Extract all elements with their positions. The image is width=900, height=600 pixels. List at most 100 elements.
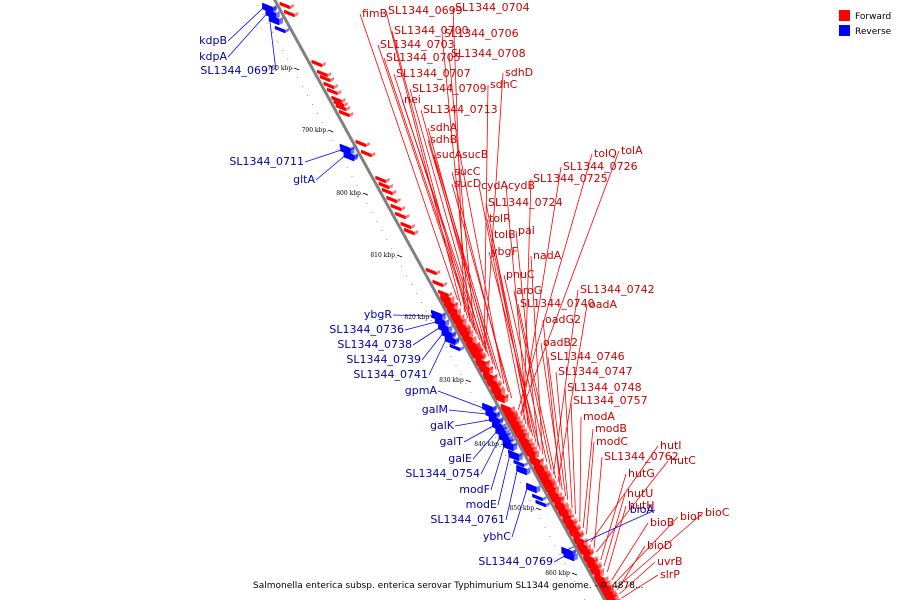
guide-dot xyxy=(415,293,417,294)
gene-label-modc: modC xyxy=(596,435,628,448)
guide-dot xyxy=(297,77,299,78)
gene-fwd-segment xyxy=(541,477,556,486)
gene-fwd-segment xyxy=(475,357,490,366)
leader-line xyxy=(515,230,539,447)
guide-dot xyxy=(401,266,403,267)
tick-mark xyxy=(294,67,300,71)
leader-line xyxy=(409,88,484,347)
leader-line xyxy=(503,274,548,463)
gene-label-succ: sucC xyxy=(454,165,481,178)
leader-line xyxy=(428,339,447,376)
leader-line xyxy=(497,455,510,506)
tick-mark xyxy=(430,316,437,320)
guide-dot xyxy=(465,383,467,384)
gene-fwd-segment xyxy=(563,517,578,526)
guide-dot xyxy=(326,131,328,132)
gene-fwd-segment xyxy=(403,227,419,236)
gene-rev-ybhc xyxy=(526,482,541,494)
gene-label-pal: pal xyxy=(518,224,535,237)
gene-fwd-segment xyxy=(432,279,447,288)
guide-dot xyxy=(391,248,393,249)
guide-dot xyxy=(480,410,482,411)
leader-line xyxy=(392,314,433,317)
leader-line xyxy=(227,7,264,42)
tick-mark xyxy=(396,254,403,258)
guide-dot xyxy=(475,401,477,402)
guide-dot xyxy=(544,527,546,528)
guide-dot xyxy=(356,185,358,186)
leader-line xyxy=(596,460,669,553)
tick-mark xyxy=(536,507,542,511)
gene-label-uvrb: uvrB xyxy=(657,555,683,568)
leader-line xyxy=(448,409,487,415)
leader-line xyxy=(488,251,541,451)
gene-rev-segment xyxy=(445,335,460,344)
leader-line xyxy=(523,178,532,421)
leader-line xyxy=(304,149,342,163)
gene-rev-segment xyxy=(513,459,528,468)
guide-dot xyxy=(406,275,407,276)
guide-dot xyxy=(440,338,442,339)
gene-label-fimb: fimB xyxy=(362,7,387,20)
guide-dot xyxy=(346,167,348,168)
leader-line xyxy=(377,44,474,329)
leader-line xyxy=(600,473,627,561)
leader-line xyxy=(451,171,509,393)
tick-label-860-kbp: 860 kbp xyxy=(545,570,570,577)
gene-fwd-segment xyxy=(319,74,334,83)
leader-line xyxy=(540,342,563,491)
gene-label-sl1344-0691: SL1344_0691 xyxy=(200,64,275,77)
leader-line xyxy=(582,428,594,529)
gene-label-huti: hutI xyxy=(660,439,682,452)
leader-line xyxy=(383,57,477,335)
leader-line xyxy=(586,441,595,535)
gene-label-ybgf: ybgF xyxy=(491,245,518,258)
guide-lines xyxy=(227,5,704,600)
leader-line xyxy=(490,445,505,491)
guide-dot xyxy=(450,356,452,357)
leader-line xyxy=(611,522,649,581)
gene-label-arog: aroG xyxy=(516,284,542,297)
guide-dot xyxy=(321,122,323,123)
gene-fwd-segment xyxy=(556,505,572,514)
gene-label-ybhc: ybhC xyxy=(483,530,511,543)
leader-line xyxy=(437,390,484,409)
guide-dot xyxy=(500,446,502,447)
gene-fwd-segment xyxy=(361,149,376,158)
guide-dot xyxy=(262,14,264,15)
caption-title: Salmonella enterica subsp. enterica sero… xyxy=(253,581,592,591)
gene-fwd-segment xyxy=(317,69,332,78)
gene-fwd-segment xyxy=(483,371,498,380)
leader-line xyxy=(606,505,627,573)
guide-dot xyxy=(376,221,378,222)
tick-label-820-kbp: 820 kbp xyxy=(404,314,429,321)
gene-label-bioc: bioC xyxy=(705,506,730,519)
leader-line xyxy=(420,109,489,357)
guide-dot xyxy=(529,500,531,501)
gene-rev-segment xyxy=(442,329,457,338)
gene-fwd-segment xyxy=(489,383,504,392)
gene-rev-sl1344-0761 xyxy=(516,464,531,476)
guide-dot xyxy=(366,203,368,204)
guide-dot xyxy=(559,554,561,555)
gene-fwd-segment xyxy=(335,103,350,112)
tick-label-810-kbp: 810 kbp xyxy=(370,252,395,259)
leader-line xyxy=(616,545,646,591)
tick-mark xyxy=(465,379,471,383)
leader-line xyxy=(427,139,497,371)
leader-line xyxy=(483,84,489,349)
leader-line xyxy=(451,183,513,399)
gene-label-sl1344-0726: SL1344_0726 xyxy=(563,160,638,173)
gene-fwd-segment xyxy=(587,561,602,570)
gene-label-tolr: tolR xyxy=(489,212,511,225)
gene-fwd-segment xyxy=(438,289,453,298)
leader-line xyxy=(401,99,487,353)
gene-fwd-segment xyxy=(395,211,410,220)
tick-label-780-kbp: 780 kbp xyxy=(267,65,292,72)
gene-label-sl1344-0742: SL1344_0742 xyxy=(580,283,655,296)
leader-line xyxy=(517,153,593,411)
gene-label-sl1344-0757: SL1344_0757 xyxy=(573,394,648,407)
leader-line xyxy=(553,555,565,563)
gene-label-sl1344-0740: SL1344_0740 xyxy=(520,297,595,310)
tick-mark xyxy=(571,572,578,576)
